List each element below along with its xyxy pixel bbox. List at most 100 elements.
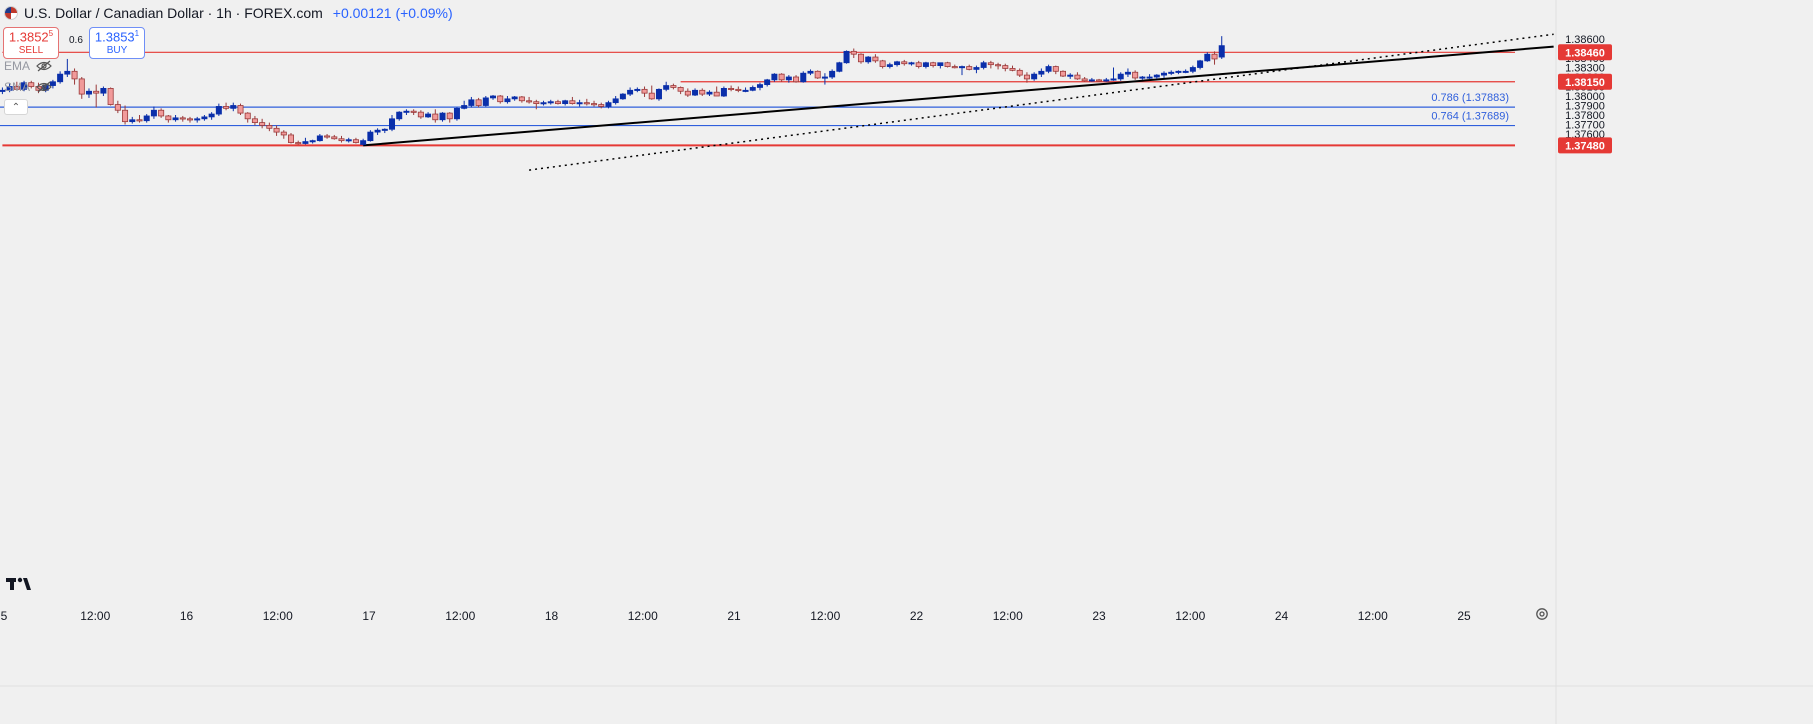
candle[interactable] bbox=[287, 133, 294, 144]
candle[interactable] bbox=[619, 93, 626, 100]
sell-button[interactable]: 1.38525 SELL bbox=[3, 27, 59, 59]
candle[interactable] bbox=[179, 115, 186, 122]
candle[interactable] bbox=[21, 80, 28, 92]
candle[interactable] bbox=[1074, 72, 1081, 80]
candle[interactable] bbox=[410, 109, 417, 115]
candle[interactable] bbox=[958, 65, 965, 76]
candle[interactable] bbox=[583, 98, 590, 106]
candle[interactable] bbox=[215, 103, 222, 116]
candle[interactable] bbox=[136, 115, 143, 123]
trendline-solid[interactable] bbox=[363, 45, 1554, 147]
candle[interactable] bbox=[699, 88, 706, 96]
candle[interactable] bbox=[244, 112, 251, 123]
candle[interactable] bbox=[648, 85, 655, 100]
candle[interactable] bbox=[627, 87, 634, 96]
candle[interactable] bbox=[728, 85, 735, 92]
candle[interactable] bbox=[554, 99, 561, 105]
candle[interactable] bbox=[756, 82, 763, 91]
candle[interactable] bbox=[944, 61, 951, 68]
candle[interactable] bbox=[129, 116, 136, 124]
trendline-dotted[interactable] bbox=[528, 33, 1554, 171]
candle[interactable] bbox=[1096, 78, 1103, 82]
candle[interactable] bbox=[663, 81, 670, 92]
candle[interactable] bbox=[338, 135, 345, 143]
candle[interactable] bbox=[302, 137, 309, 145]
candle[interactable] bbox=[78, 77, 85, 99]
candle[interactable] bbox=[894, 60, 901, 67]
candle[interactable] bbox=[612, 96, 619, 105]
candle[interactable] bbox=[259, 118, 266, 129]
candle[interactable] bbox=[1002, 63, 1009, 72]
candle[interactable] bbox=[547, 99, 554, 105]
candle[interactable] bbox=[713, 86, 720, 97]
candle[interactable] bbox=[425, 112, 432, 118]
candle[interactable] bbox=[641, 86, 648, 97]
candle[interactable] bbox=[461, 100, 468, 110]
candle[interactable] bbox=[1197, 59, 1204, 70]
candle[interactable] bbox=[821, 73, 828, 85]
candle[interactable] bbox=[208, 112, 215, 120]
candle[interactable] bbox=[266, 122, 273, 132]
candle[interactable] bbox=[1052, 65, 1059, 75]
candle[interactable] bbox=[598, 102, 605, 109]
candle[interactable] bbox=[778, 73, 785, 82]
candle[interactable] bbox=[223, 102, 230, 111]
candle[interactable] bbox=[742, 87, 749, 93]
candle[interactable] bbox=[843, 50, 850, 64]
candle[interactable] bbox=[511, 96, 518, 101]
candle[interactable] bbox=[172, 115, 179, 122]
candle[interactable] bbox=[1182, 69, 1189, 74]
candle[interactable] bbox=[829, 69, 836, 79]
candle[interactable] bbox=[1153, 74, 1160, 79]
candle[interactable] bbox=[576, 99, 583, 107]
candle[interactable] bbox=[1031, 72, 1038, 81]
candle[interactable] bbox=[720, 86, 727, 97]
candle[interactable] bbox=[482, 96, 489, 107]
candle[interactable] bbox=[937, 62, 944, 69]
candle[interactable] bbox=[497, 95, 504, 104]
candle[interactable] bbox=[150, 106, 157, 119]
candle[interactable] bbox=[562, 99, 569, 106]
candle[interactable] bbox=[1038, 68, 1045, 77]
indicator-sma[interactable]: SMA bbox=[4, 79, 52, 95]
candle[interactable] bbox=[807, 69, 814, 76]
candle[interactable] bbox=[908, 61, 915, 66]
candle[interactable] bbox=[28, 80, 35, 89]
candle[interactable] bbox=[785, 75, 792, 83]
candle[interactable] bbox=[1117, 72, 1124, 81]
candle[interactable] bbox=[1189, 65, 1196, 74]
candle[interactable] bbox=[980, 60, 987, 70]
candle[interactable] bbox=[872, 54, 879, 63]
candle[interactable] bbox=[439, 112, 446, 122]
candle[interactable] bbox=[57, 71, 64, 84]
candle[interactable] bbox=[850, 48, 857, 59]
candle[interactable] bbox=[490, 95, 497, 100]
candle[interactable] bbox=[771, 73, 778, 82]
candle[interactable] bbox=[670, 83, 677, 90]
candle[interactable] bbox=[865, 56, 872, 64]
candle[interactable] bbox=[64, 58, 71, 77]
candle[interactable] bbox=[951, 64, 958, 69]
candle[interactable] bbox=[93, 84, 100, 108]
candle[interactable] bbox=[692, 88, 699, 96]
candle[interactable] bbox=[533, 99, 540, 110]
candle[interactable] bbox=[1009, 65, 1016, 72]
candle[interactable] bbox=[857, 53, 864, 64]
candle[interactable] bbox=[107, 87, 114, 106]
candle[interactable] bbox=[432, 109, 439, 123]
candle[interactable] bbox=[230, 102, 237, 112]
candle[interactable] bbox=[417, 110, 424, 119]
candle[interactable] bbox=[85, 88, 92, 98]
candle[interactable] bbox=[1168, 70, 1175, 76]
candle[interactable] bbox=[915, 60, 922, 69]
candle[interactable] bbox=[922, 61, 929, 69]
candle[interactable] bbox=[1103, 77, 1110, 82]
candle[interactable] bbox=[324, 134, 331, 139]
candle[interactable] bbox=[1175, 70, 1182, 75]
candle[interactable] bbox=[901, 59, 908, 66]
candle[interactable] bbox=[237, 103, 244, 115]
eye-off-icon[interactable] bbox=[36, 60, 52, 72]
candle[interactable] bbox=[655, 88, 662, 101]
candle[interactable] bbox=[966, 64, 973, 71]
candle[interactable] bbox=[591, 100, 598, 107]
